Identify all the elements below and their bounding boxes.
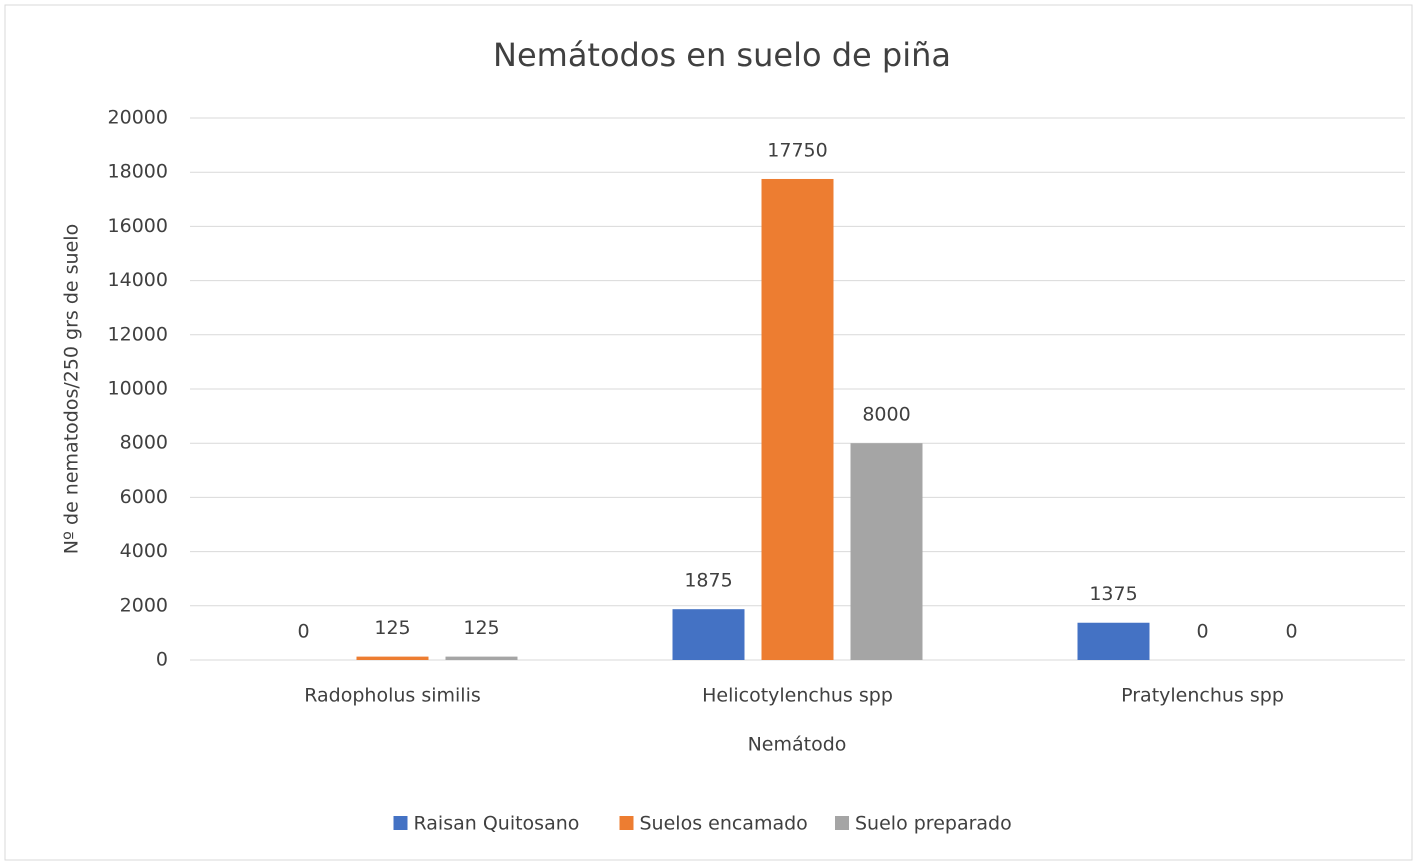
legend-label: Suelos encamado <box>640 813 808 835</box>
y-tick-label: 6000 <box>120 486 168 508</box>
y-tick-label: 0 <box>156 649 168 671</box>
y-tick-label: 16000 <box>108 215 168 237</box>
y-tick-label: 2000 <box>120 594 168 616</box>
bar <box>850 443 923 660</box>
data-label: 17750 <box>767 139 827 161</box>
bar <box>761 178 834 660</box>
y-tick-label: 12000 <box>108 323 168 345</box>
legend-label: Raisan Quitosano <box>414 813 580 835</box>
legend-label: Suelo preparado <box>855 813 1012 835</box>
y-tick-label: 8000 <box>120 432 168 454</box>
y-tick-label: 14000 <box>108 269 168 291</box>
bar <box>445 656 518 660</box>
y-tick-label: 20000 <box>108 107 168 129</box>
bar <box>672 609 745 660</box>
data-label: 0 <box>1285 621 1297 643</box>
chart-title: Nemátodos en suelo de piña <box>493 36 951 74</box>
data-label: 0 <box>1196 621 1208 643</box>
legend-swatch <box>835 816 849 830</box>
data-label: 1875 <box>684 570 732 592</box>
data-label: 8000 <box>862 404 910 426</box>
x-tick-label: Pratylenchus spp <box>1121 685 1284 707</box>
x-tick-label: Helicotylenchus spp <box>702 685 893 707</box>
x-axis-label: Nemátodo <box>748 734 847 756</box>
y-tick-label: 4000 <box>120 540 168 562</box>
data-label: 125 <box>463 617 499 639</box>
data-label: 0 <box>297 621 309 643</box>
bar <box>356 656 429 660</box>
y-tick-label: 18000 <box>108 161 168 183</box>
legend-swatch <box>619 816 634 830</box>
chart-frame <box>4 4 1413 861</box>
bar <box>1077 622 1150 660</box>
legend-swatch <box>393 816 408 830</box>
data-label: 125 <box>374 617 410 639</box>
x-tick-label: Radopholus similis <box>304 685 481 707</box>
y-axis-label: Nº de nematodos/250 grs de suelo <box>61 224 83 554</box>
data-label: 1375 <box>1089 583 1137 605</box>
y-tick-label: 10000 <box>108 378 168 400</box>
